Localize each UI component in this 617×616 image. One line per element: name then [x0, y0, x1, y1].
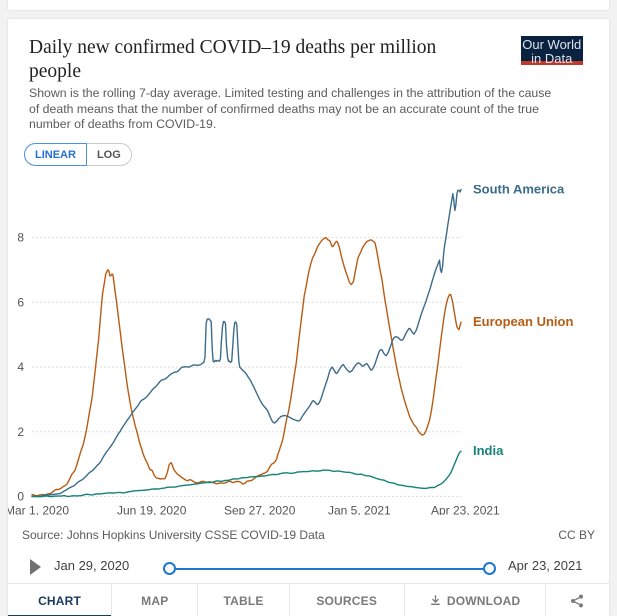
- svg-text:0: 0: [17, 490, 24, 504]
- svg-text:European Union: European Union: [473, 314, 573, 329]
- svg-text:Jan 5, 2021: Jan 5, 2021: [328, 504, 391, 516]
- svg-text:Sep 27, 2020: Sep 27, 2020: [224, 504, 296, 516]
- svg-text:Apr 23, 2021: Apr 23, 2021: [431, 504, 500, 516]
- svg-text:4: 4: [17, 360, 24, 374]
- svg-text:6: 6: [17, 295, 24, 309]
- svg-text:Jun 19, 2020: Jun 19, 2020: [117, 504, 187, 516]
- svg-text:2: 2: [17, 425, 24, 439]
- svg-text:8: 8: [17, 231, 24, 245]
- svg-text:Mar 1, 2020: Mar 1, 2020: [8, 504, 69, 516]
- svg-text:South America: South America: [473, 185, 565, 197]
- svg-text:India: India: [473, 443, 504, 458]
